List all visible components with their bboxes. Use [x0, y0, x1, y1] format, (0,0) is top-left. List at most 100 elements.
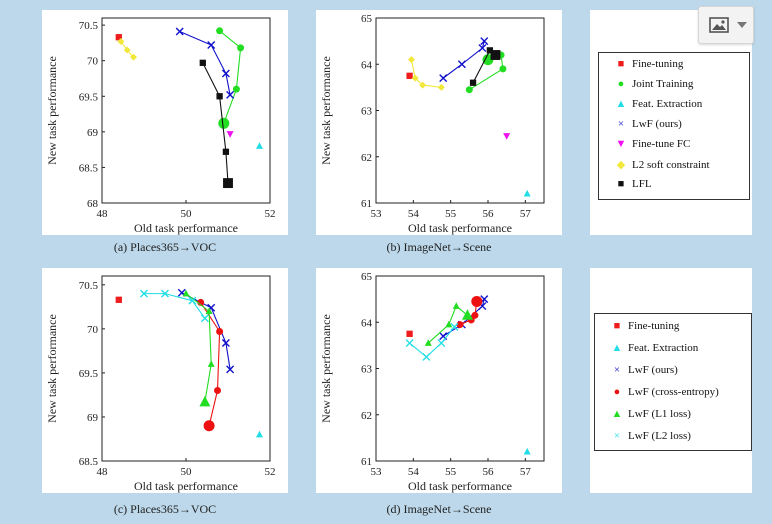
data-point	[216, 27, 224, 35]
diamond-marker-icon: ◆	[616, 159, 626, 171]
x-axis-label: Old task performance	[408, 479, 512, 493]
data-point	[200, 314, 209, 323]
series-line	[185, 293, 212, 403]
legend-item: ◆ L2 soft constraint	[610, 158, 710, 171]
legend-item: ■ Fine-tuning	[606, 320, 680, 332]
data-point	[405, 339, 414, 348]
data-point	[199, 395, 211, 407]
x-tick-label: 50	[181, 466, 193, 478]
x-tick-label: 53	[371, 208, 383, 220]
x-axis-label: Old task performance	[134, 221, 238, 235]
legend-panel-bottom: ■ Fine-tuning ▲ Feat. Extraction × LwF (our…	[590, 268, 752, 493]
chart-a: 48 50 52 68 68.5 69 69.5 70 70.5 Old task perform…	[45, 17, 276, 235]
legend-item: × LwF (L2 loss)	[606, 430, 691, 442]
y-tick-label: 70.5	[79, 20, 99, 32]
legend-label: LFL	[632, 178, 652, 190]
data-point	[115, 296, 122, 303]
image-options-button[interactable]	[698, 6, 754, 44]
series-line	[179, 31, 231, 95]
legend-label: Fine-tune FC	[632, 138, 691, 150]
x-tick-label: 54	[408, 466, 420, 478]
chart-caption-a: (a) Places365→VOC	[113, 240, 217, 254]
data-point	[221, 69, 230, 78]
data-point	[406, 72, 413, 79]
y-tick-label: 65	[361, 271, 373, 283]
data-point	[216, 328, 224, 335]
x-tick-label: 52	[265, 208, 276, 220]
x-tick-label: 56	[483, 466, 495, 478]
data-point	[256, 430, 263, 438]
series-line	[427, 305, 468, 344]
plot-area	[375, 275, 545, 462]
legend-label: LwF (ours)	[628, 364, 678, 376]
legend-label: LwF (L1 loss)	[628, 408, 691, 420]
series-line	[219, 30, 242, 124]
y-axis-label: New task performance	[319, 56, 333, 165]
data-point	[478, 44, 487, 53]
x-axis-label: Old task performance	[134, 479, 238, 493]
y-tick-label: 62	[361, 410, 372, 422]
data-point	[439, 74, 448, 83]
legend-item: ▲ Feat. Extraction	[610, 98, 703, 110]
legend-item: ● Joint Training	[610, 78, 694, 90]
chart-caption-d: (d) ImageNet→Scene	[386, 502, 492, 516]
data-point	[205, 307, 213, 315]
series-line	[442, 40, 485, 79]
data-point	[237, 44, 245, 52]
data-point	[226, 90, 235, 99]
data-point	[419, 81, 427, 89]
data-point	[199, 59, 206, 66]
data-point	[161, 289, 169, 298]
y-tick-label: 69	[87, 127, 99, 139]
chart-d: 53 54 55 56 57 61 62 63 64 65 Old task performance…	[319, 271, 545, 493]
chart-panel-d: 53 54 55 56 57 61 62 63 64 65 Old task performance…	[316, 268, 562, 493]
x-tick-label: 48	[97, 466, 109, 478]
data-point	[424, 339, 432, 346]
y-tick-label: 69.5	[79, 91, 99, 103]
x-tick-label: 57	[520, 208, 532, 220]
data-point	[456, 321, 464, 329]
legend-label: Fine-tuning	[628, 320, 680, 332]
data-point	[221, 338, 230, 347]
series-line	[200, 302, 221, 426]
data-point	[203, 420, 215, 432]
chart-panel-b: 53 54 55 56 57 61 62 63 64 65 Old task performance…	[316, 10, 562, 235]
data-point	[407, 56, 415, 64]
chevron-down-icon	[737, 22, 747, 28]
data-point	[490, 50, 501, 60]
data-point	[218, 117, 230, 129]
data-point	[465, 86, 473, 94]
chart-panel-c: 48 50 52 68.5 69 69.5 70 70.5 Old task performan…	[42, 268, 288, 493]
triangle-marker-icon: ▲	[611, 408, 623, 420]
y-axis-label: New task performance	[45, 56, 59, 165]
data-point	[523, 447, 531, 455]
y-tick-label: 70	[87, 324, 99, 336]
x-tick-label: 54	[408, 208, 420, 220]
data-point	[452, 302, 460, 309]
series-line	[410, 59, 442, 88]
triangle-marker-icon: ▲	[615, 98, 627, 110]
chart-b: 53 54 55 56 57 61 62 63 64 65 Old task performance…	[319, 13, 545, 235]
legend-panel-top: ■ Fine-tuning ● Joint Training ▲ Feat. Extr…	[590, 10, 752, 235]
legend-label: LwF (L2 loss)	[628, 430, 691, 442]
data-point	[450, 322, 459, 331]
data-point	[471, 295, 483, 307]
data-point	[207, 360, 215, 367]
circle-marker-icon: ●	[617, 78, 625, 90]
data-point	[223, 178, 233, 189]
data-point	[437, 339, 446, 348]
data-point	[117, 37, 125, 45]
data-point	[411, 74, 419, 82]
square-marker-icon: ■	[617, 58, 625, 70]
square-marker-icon: ■	[613, 320, 621, 332]
y-tick-label: 65	[361, 13, 373, 25]
data-point	[175, 27, 184, 36]
x-axis-label: Old task performance	[408, 221, 512, 235]
legend-label: L2 soft constraint	[632, 159, 710, 171]
series-line	[409, 326, 455, 358]
data-point	[207, 41, 216, 50]
x-tick-label: 56	[483, 208, 495, 220]
legend-item: × LwF (ours)	[606, 364, 678, 376]
data-point	[503, 133, 511, 140]
data-point	[140, 289, 148, 298]
